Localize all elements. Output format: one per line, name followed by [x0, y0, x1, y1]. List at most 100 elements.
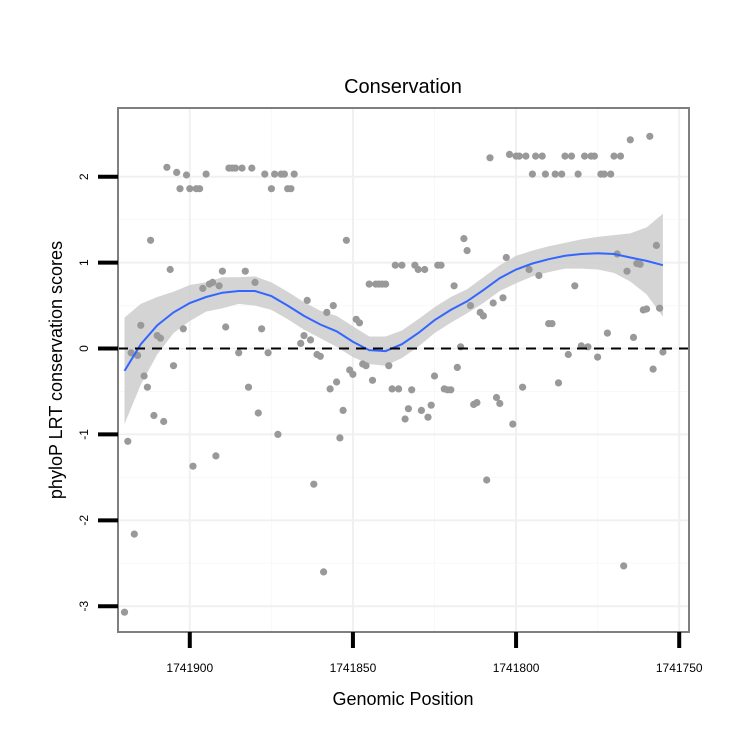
data-point: [147, 236, 155, 244]
data-point: [515, 152, 523, 160]
data-point: [176, 185, 184, 193]
data-point: [594, 353, 602, 361]
data-point: [235, 349, 243, 357]
data-point: [600, 170, 608, 178]
data-point: [414, 265, 422, 274]
data-point: [362, 362, 370, 370]
data-point: [623, 267, 631, 275]
data-point: [140, 372, 148, 380]
data-point: [160, 417, 168, 426]
x-tick-label: 1741800: [493, 661, 540, 675]
data-point: [267, 185, 275, 193]
data-point: [336, 434, 344, 442]
data-point: [528, 170, 537, 178]
data-point: [437, 261, 445, 269]
data-point: [169, 362, 178, 370]
y-tick-label: -1: [77, 429, 91, 440]
data-point: [574, 170, 582, 178]
data-point: [473, 399, 481, 407]
data-point: [326, 385, 334, 393]
data-point: [209, 278, 217, 286]
data-point: [417, 406, 425, 414]
data-point: [489, 299, 497, 307]
data-point: [554, 379, 563, 387]
data-point: [173, 168, 181, 176]
data-point: [339, 406, 347, 414]
data-point: [368, 376, 377, 384]
data-point: [509, 420, 517, 428]
data-point: [150, 411, 158, 420]
data-point: [355, 319, 364, 327]
data-point: [297, 339, 305, 347]
data-point: [124, 437, 132, 445]
data-point: [398, 261, 406, 269]
data-point: [571, 282, 579, 290]
data-point: [306, 336, 315, 344]
data-point: [607, 170, 615, 178]
data-point: [280, 170, 288, 178]
data-point: [532, 152, 540, 160]
data-point: [120, 608, 129, 616]
data-point: [342, 236, 350, 244]
data-point: [143, 383, 151, 391]
data-point: [453, 363, 461, 371]
data-point: [271, 170, 279, 178]
data-point: [212, 452, 220, 460]
data-point: [610, 152, 618, 160]
data-point: [127, 349, 135, 357]
data-point: [349, 370, 357, 378]
x-axis: 1741900 1741850 1741800 1741750: [166, 632, 703, 675]
data-point: [179, 325, 187, 333]
data-point: [522, 152, 530, 160]
data-point: [365, 280, 373, 288]
data-point: [333, 378, 341, 386]
data-point: [300, 332, 308, 340]
data-point: [427, 401, 435, 409]
data-point: [274, 430, 282, 438]
data-point: [287, 185, 295, 193]
data-point: [450, 282, 458, 290]
data-point: [408, 386, 416, 394]
data-point: [629, 333, 638, 341]
data-point: [395, 385, 403, 393]
data-point: [202, 170, 210, 178]
data-point: [620, 562, 628, 570]
data-point: [329, 302, 337, 310]
data-point: [424, 413, 432, 421]
data-point: [323, 308, 331, 316]
data-point: [496, 399, 504, 408]
data-point: [463, 247, 471, 255]
data-point: [182, 171, 191, 179]
data-point: [199, 284, 207, 292]
data-point: [430, 372, 439, 380]
data-point: [401, 415, 409, 423]
data-point: [447, 386, 455, 394]
data-point: [166, 265, 174, 274]
data-point: [316, 352, 324, 360]
plot-panel: [118, 108, 689, 632]
data-point: [659, 348, 667, 356]
data-point: [137, 321, 145, 329]
data-point: [460, 235, 468, 243]
data-point: [303, 296, 311, 304]
data-point: [261, 170, 269, 178]
data-point: [264, 349, 272, 357]
data-point: [652, 241, 661, 249]
data-point: [382, 280, 390, 288]
data-point: [646, 132, 654, 140]
data-point: [656, 304, 664, 312]
y-tick-label: 2: [77, 173, 91, 180]
data-point: [499, 294, 507, 302]
data-point: [385, 362, 393, 370]
data-point: [320, 568, 328, 576]
data-point: [616, 152, 625, 160]
data-point: [643, 305, 651, 313]
y-axis-label: phyloP LRT conservation scores: [46, 241, 66, 499]
data-point: [186, 185, 194, 193]
data-point: [310, 480, 318, 488]
data-point: [421, 265, 429, 274]
data-point: [561, 152, 569, 160]
data-point: [222, 323, 230, 331]
data-point: [189, 462, 197, 470]
